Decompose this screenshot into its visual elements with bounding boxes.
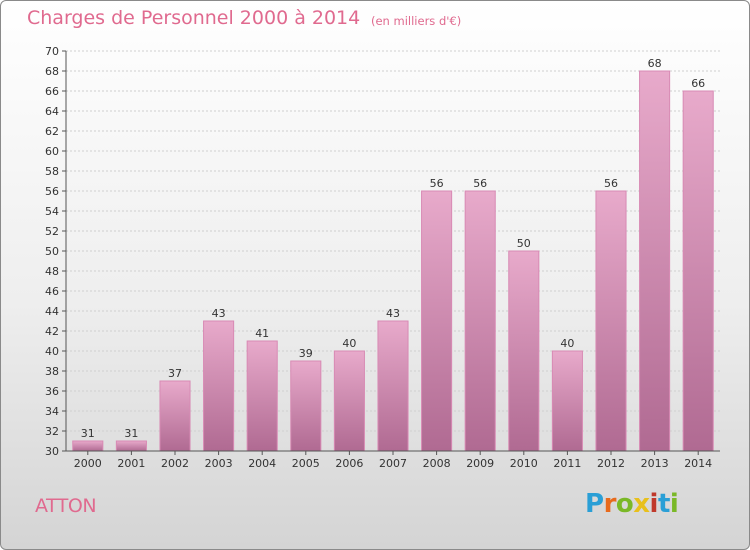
y-tick-label: 48 [45,265,59,278]
x-tick-label-2006: 2006 [335,457,363,470]
bar-2004[interactable] [246,340,278,452]
bar-2006[interactable] [333,350,365,452]
bar-2008[interactable] [421,190,453,452]
x-tick-label-2004: 2004 [248,457,276,470]
proxiti-logo[interactable]: Proxiti [585,489,679,519]
bar-2000[interactable] [72,440,104,452]
logo-letter: t [657,489,670,519]
logo-letter: o [615,489,634,519]
y-tick-label: 50 [45,245,59,258]
x-tick-label-2005: 2005 [292,457,320,470]
x-tick-label-2007: 2007 [379,457,407,470]
x-tick-label-2013: 2013 [641,457,669,470]
value-label-2012: 56 [604,177,618,190]
x-tick-label-2008: 2008 [423,457,451,470]
value-label-2005: 39 [299,347,313,360]
y-tick-label: 42 [45,325,59,338]
y-tick-label: 70 [45,45,59,58]
logo-letter: i [669,489,679,519]
value-label-2001: 31 [124,427,138,440]
y-tick-label: 54 [45,205,59,218]
x-tick-label-2002: 2002 [161,457,189,470]
town-name: ATTON [35,495,97,517]
value-label-2013: 68 [648,57,662,70]
y-tick-label: 58 [45,165,59,178]
y-tick-label: 68 [45,65,59,78]
value-label-2002: 37 [168,367,182,380]
logo-letter: x [633,489,650,519]
y-tick-label: 60 [45,145,59,158]
y-tick-label: 44 [45,305,59,318]
bar-2011[interactable] [551,350,583,452]
labels-group: 30 32 34 36 38 40 42 44 46 48 50 52 54 56 58 60 62 64 66 68… [45,45,712,470]
bar-2005[interactable] [290,360,322,452]
chart-title: Charges de Personnel 2000 à 2014 [27,7,361,29]
y-tick-label: 62 [45,125,59,138]
bar-2009[interactable] [464,190,496,452]
logo-letter: r [603,489,617,519]
y-tick-label: 34 [45,405,59,418]
y-tick-label: 40 [45,345,59,358]
y-tick-label: 38 [45,365,59,378]
y-tick-label: 46 [45,285,59,298]
x-tick-label-2014: 2014 [684,457,712,470]
bar-2010[interactable] [508,250,540,452]
bar-2001[interactable] [115,440,147,452]
value-label-2004: 41 [255,327,269,340]
y-tick-label: 56 [45,185,59,198]
bar-2002[interactable] [159,380,191,452]
y-tick-label: 64 [45,105,59,118]
x-tick-label-2001: 2001 [117,457,145,470]
y-tick-label: 52 [45,225,59,238]
value-label-2008: 56 [430,177,444,190]
bar-2013[interactable] [639,70,671,452]
y-tick-label: 36 [45,385,59,398]
y-tick-label: 66 [45,85,59,98]
x-tick-label-2010: 2010 [510,457,538,470]
bar-2014[interactable] [682,90,714,452]
logo-letter: i [649,489,659,519]
x-tick-label-2012: 2012 [597,457,625,470]
x-tick-label-2000: 2000 [74,457,102,470]
value-label-2007: 43 [386,307,400,320]
value-label-2006: 40 [342,337,356,350]
x-tick-label-2003: 2003 [205,457,233,470]
chart-subtitle: (en milliers d'€) [371,14,462,28]
bar-2003[interactable] [203,320,235,452]
value-label-2009: 56 [473,177,487,190]
x-tick-label-2011: 2011 [553,457,581,470]
value-label-2010: 50 [517,237,531,250]
value-label-2014: 66 [691,77,705,90]
bar-2007[interactable] [377,320,409,452]
x-tick-label-2009: 2009 [466,457,494,470]
value-label-2011: 40 [560,337,574,350]
logo-letter: P [585,489,604,519]
axes-group [62,50,720,455]
bar-2012[interactable] [595,190,627,452]
bars-group [72,70,714,452]
value-label-2003: 43 [212,307,226,320]
value-label-2000: 31 [81,427,95,440]
y-tick-label: 30 [45,445,59,458]
y-tick-label: 32 [45,425,59,438]
